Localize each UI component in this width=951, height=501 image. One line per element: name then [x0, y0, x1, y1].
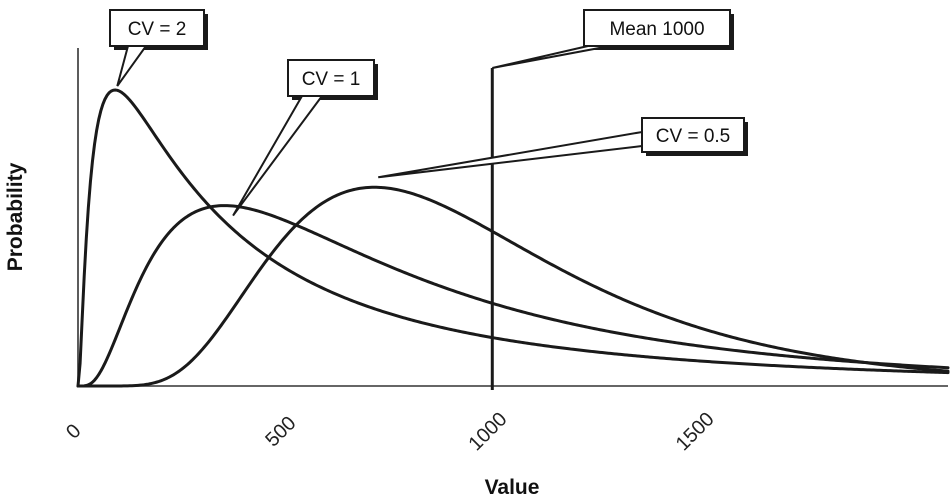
series-curve-cv-2 [76, 88, 950, 388]
x-tick-label: 1000 [465, 408, 512, 455]
series-curve-cv-1 [76, 204, 950, 388]
callout-mean-1000: Mean 1000 [492, 9, 734, 69]
series-curves [76, 88, 950, 388]
callout-cv-2: CV = 2 [109, 9, 208, 87]
y-axis-title: Probability [4, 162, 27, 271]
callout-box [583, 9, 731, 47]
callout-box [109, 9, 205, 47]
x-tick-label: 0 [62, 420, 85, 443]
callout-cv-0-5: CV = 0.5 [378, 117, 748, 179]
axes [77, 48, 948, 387]
callout-label: CV = 0.5 [656, 126, 730, 147]
callout-pointer [378, 130, 643, 179]
series-curve-cv-0-5 [76, 185, 950, 388]
callouts: CV = 2 CV = 1 CV = 0.5 Mean 1000 [109, 9, 748, 217]
callout-cv-1: CV = 1 [232, 59, 378, 217]
callout-box [641, 117, 745, 153]
x-tick-labels: 0 500 1000 1500 [62, 408, 719, 455]
x-axis-title: Value [485, 476, 540, 499]
callout-pointer [492, 45, 611, 69]
callout-label: Mean 1000 [609, 19, 704, 40]
callout-label: CV = 1 [302, 69, 361, 90]
x-tick-label: 1500 [672, 408, 719, 455]
callout-label: CV = 2 [128, 19, 187, 40]
callout-box [287, 59, 375, 97]
callout-pointer [232, 95, 324, 217]
callout-pointer [116, 45, 148, 87]
x-tick-label: 500 [261, 412, 300, 451]
